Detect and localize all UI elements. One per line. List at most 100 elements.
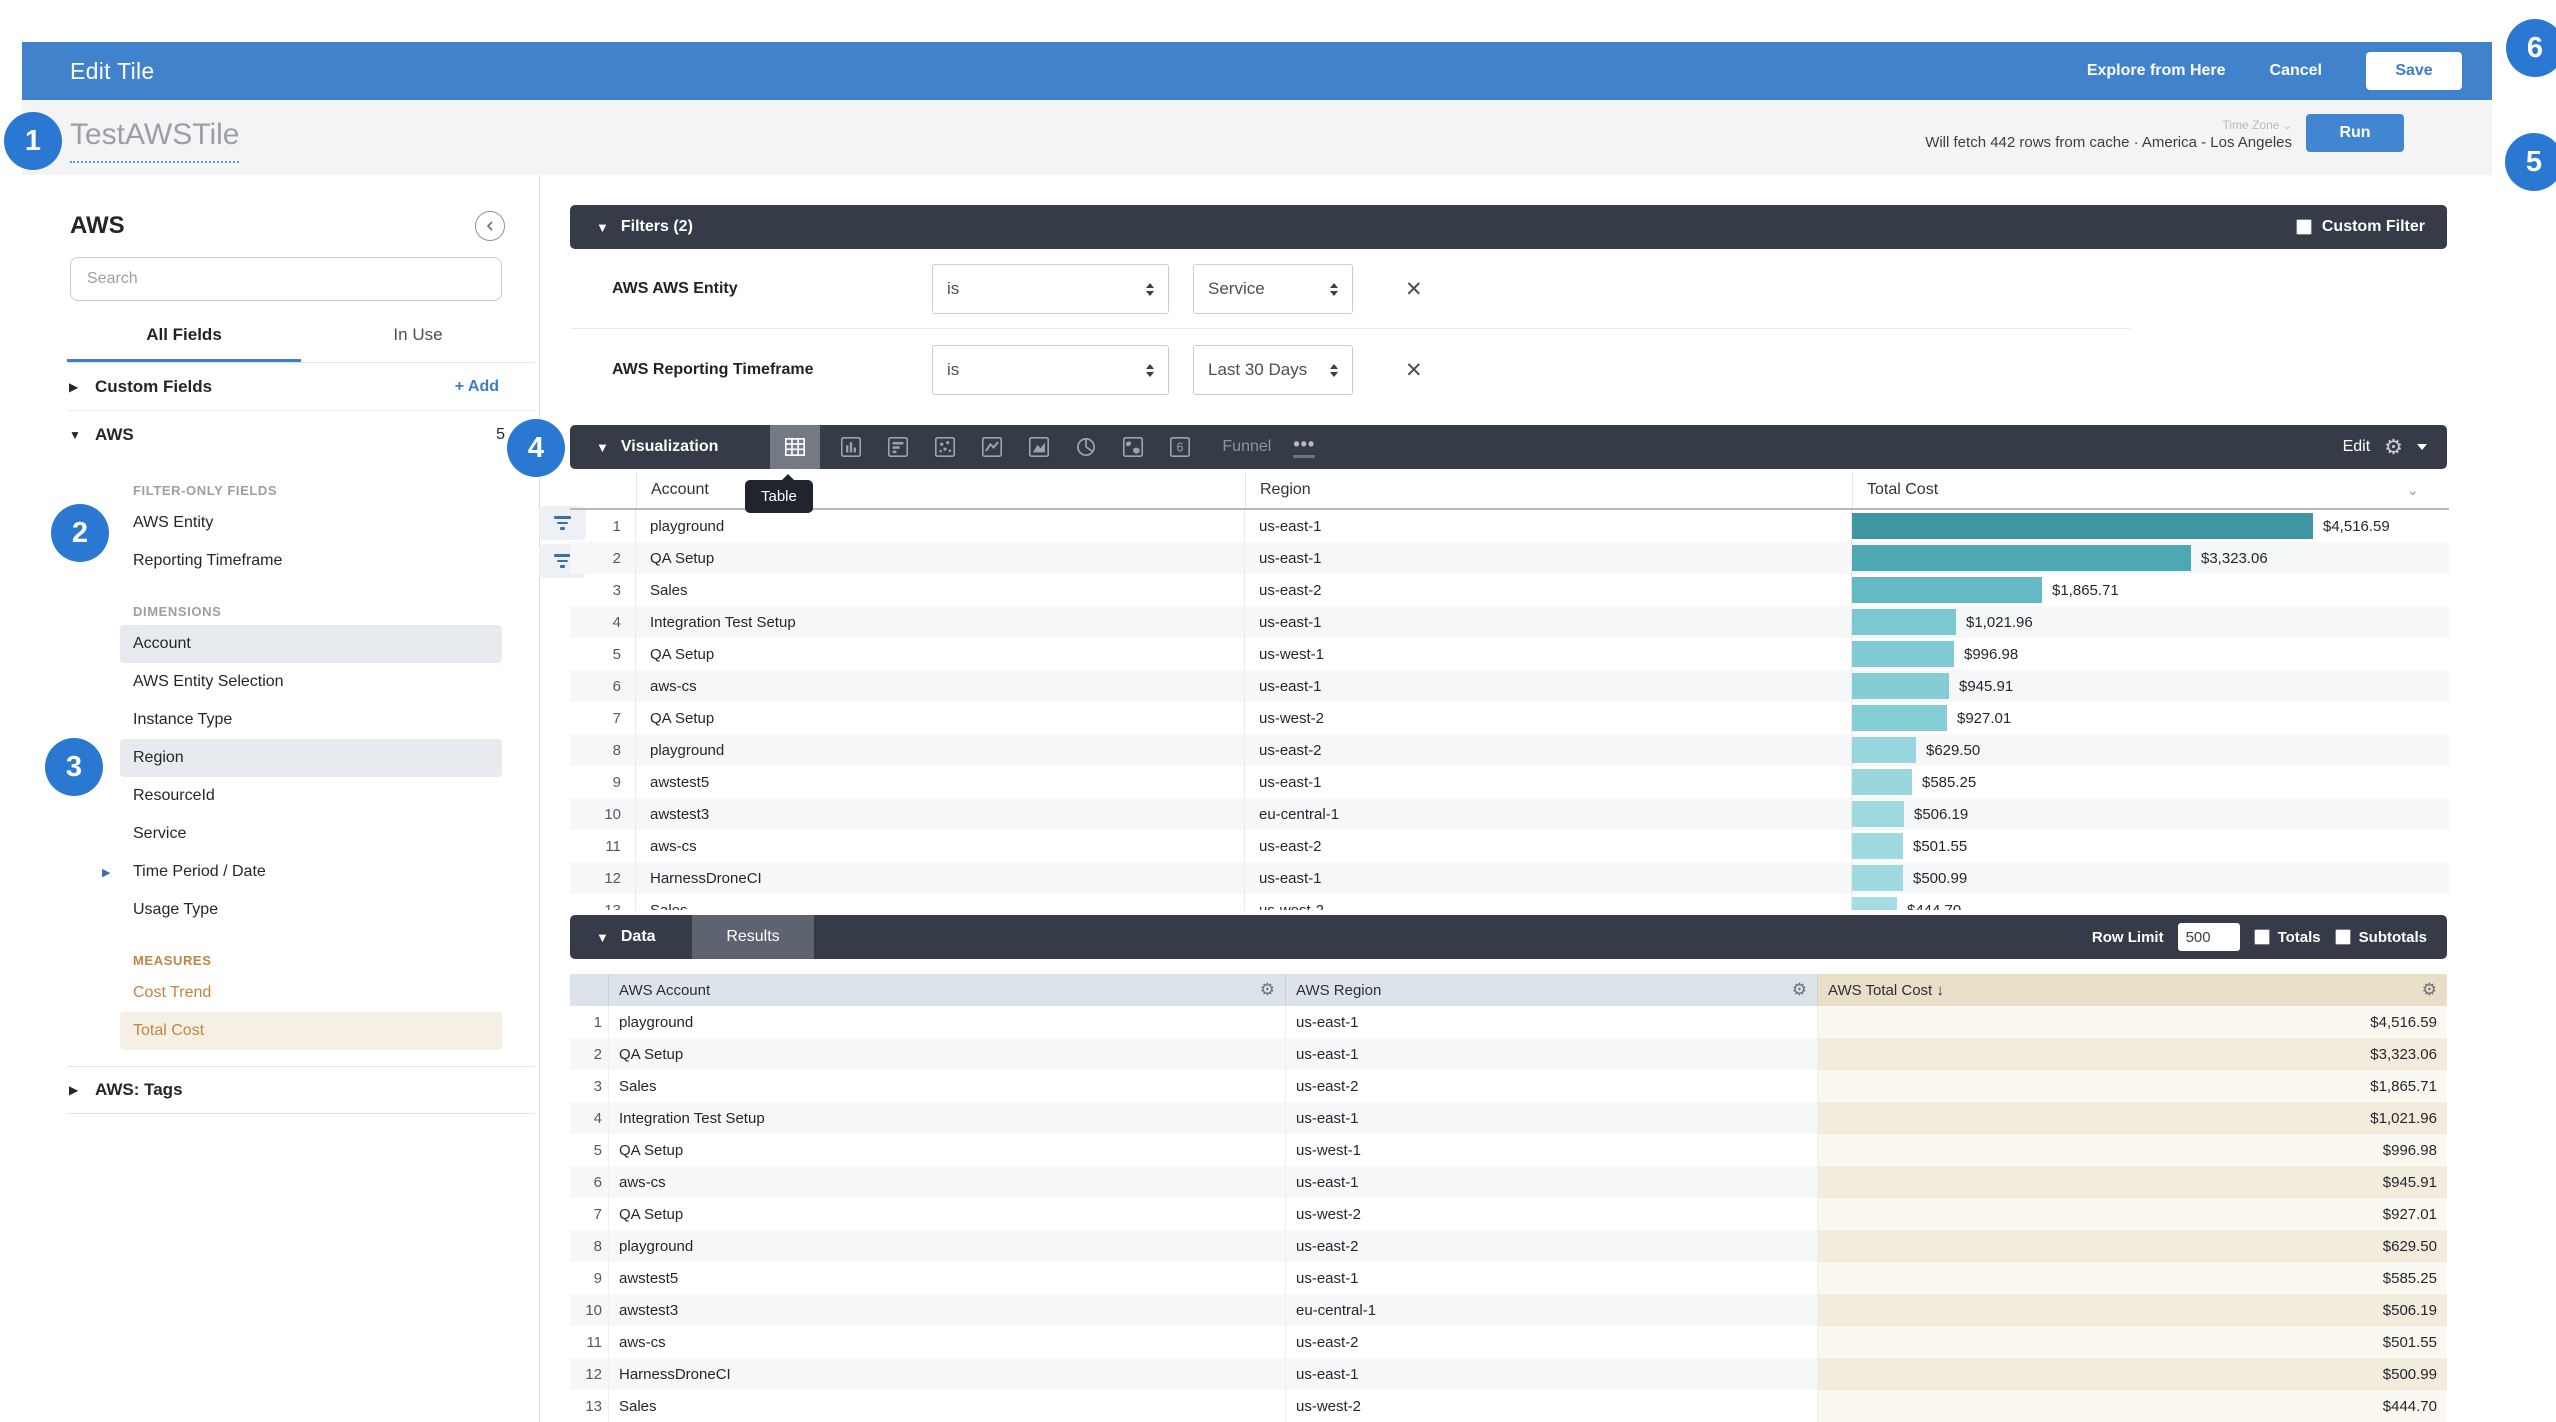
total-cost-cell[interactable]: $996.98 [1852,638,2449,670]
account-cell[interactable]: playground [636,734,1245,766]
viz-type-pie-icon[interactable] [1067,425,1104,469]
data-section-header[interactable]: ▼ Data Results Row Limit Totals Subtotal… [570,915,2447,959]
viz-type-area-icon[interactable] [1020,425,1057,469]
aws-total-cost-cell[interactable]: $585.25 [1817,1262,2447,1294]
total-cost-cell[interactable]: $945.91 [1852,670,2449,702]
aws-account-cell[interactable]: awstest5 [608,1262,1285,1294]
tab-results[interactable]: Results [692,915,814,959]
aws-tags-group[interactable]: ▶ AWS: Tags [69,1080,183,1099]
total-cost-cell[interactable]: $4,516.59 [1852,510,2449,542]
filters-section-header[interactable]: ▼ Filters (2) Custom Filter [570,205,2447,249]
tab-in-use[interactable]: In Use [393,325,443,344]
aws-total-cost-cell[interactable]: $506.19 [1817,1294,2447,1326]
aws-total-cost-cell[interactable]: $927.01 [1817,1198,2447,1230]
aws-region-cell[interactable]: us-east-1 [1285,1166,1817,1198]
aws-total-cost-cell[interactable]: $3,323.06 [1817,1038,2447,1070]
aws-region-cell[interactable]: us-east-2 [1285,1070,1817,1102]
filter-value-select[interactable]: Service [1193,264,1353,314]
total-cost-cell[interactable]: $927.01 [1852,702,2449,734]
region-cell[interactable]: us-east-1 [1245,766,1852,798]
aws-region-cell[interactable]: us-east-2 [1285,1230,1817,1262]
region-cell[interactable]: us-west-2 [1245,702,1852,734]
aws-account-cell[interactable]: QA Setup [608,1038,1285,1070]
totals-toggle[interactable]: Totals [2253,929,2321,946]
aws-total-cost-cell[interactable]: $4,516.59 [1817,1006,2447,1038]
sidebar-field-usage-type[interactable]: Usage Type [120,891,502,929]
sidebar-field-region[interactable]: Region [120,739,502,777]
aws-total-cost-cell[interactable]: $1,021.96 [1817,1102,2447,1134]
total-cost-cell[interactable]: $3,323.06 [1852,542,2449,574]
aws-region-cell[interactable]: us-east-2 [1285,1326,1817,1358]
collapse-sidebar-button[interactable] [475,211,505,241]
sidebar-field-account[interactable]: Account [120,625,502,663]
row-limit-input[interactable] [2177,923,2240,951]
total-cost-cell[interactable]: $1,865.71 [1852,574,2449,606]
tab-all-fields[interactable]: All Fields [67,325,301,362]
custom-fields-group[interactable]: ▶ Custom Fields + Add [67,363,535,411]
account-cell[interactable]: aws-cs [636,830,1245,862]
total-cost-cell[interactable]: $500.99 [1852,862,2449,894]
viz-type-table-icon[interactable] [770,425,821,469]
cancel-button[interactable]: Cancel [2269,62,2322,79]
sidebar-field-time-period-date[interactable]: ▶ Time Period / Date [102,853,502,891]
aws-region-cell[interactable]: us-west-1 [1285,1134,1817,1166]
sidebar-field-aws-entity-selection[interactable]: AWS Entity Selection [120,663,502,701]
aws-total-cost-cell[interactable]: $945.91 [1817,1166,2447,1198]
region-cell[interactable]: us-east-2 [1245,574,1852,606]
account-cell[interactable]: playground [636,510,1245,542]
more-viz-types-button[interactable]: ••• [1293,435,1316,458]
total-cost-cell[interactable]: $585.25 [1852,766,2449,798]
totals-checkbox[interactable] [2253,929,2270,945]
region-cell[interactable]: us-east-1 [1245,670,1852,702]
expand-icon[interactable]: ▶ [102,866,111,879]
region-cell[interactable]: us-east-2 [1245,830,1852,862]
explore-from-here-link[interactable]: Explore from Here [2086,62,2226,79]
account-cell[interactable]: HarnessDroneCI [636,862,1245,894]
sidebar-field-aws-entity[interactable]: AWS Entity [120,504,586,542]
region-cell[interactable]: us-east-1 [1245,862,1852,894]
aws-region-cell[interactable]: us-east-1 [1285,1262,1817,1294]
visualization-section-header[interactable]: ▼ Visualization 6 Funnel ••• Edit ⚙ [570,425,2447,469]
aws-group[interactable]: ▼ AWS 5 [69,425,505,444]
account-cell[interactable]: QA Setup [636,702,1245,734]
region-cell[interactable]: us-east-1 [1245,510,1852,542]
aws-total-cost-cell[interactable]: $444.70 [1817,1390,2447,1422]
account-cell[interactable]: QA Setup [636,542,1245,574]
run-button[interactable]: Run [2306,114,2404,152]
viz-type-funnel[interactable]: Funnel [1222,438,1272,455]
custom-filter-checkbox[interactable] [2295,219,2312,235]
chevron-down-icon[interactable]: ⌄ [2406,482,2419,499]
save-button[interactable]: Save [2366,52,2462,90]
subtotals-toggle[interactable]: Subtotals [2334,929,2427,946]
viz-type-bar-icon[interactable] [832,425,869,469]
custom-filter-toggle[interactable]: Custom Filter [2295,218,2425,236]
sidebar-field-instance-type[interactable]: Instance Type [120,701,502,739]
aws-region-cell[interactable]: us-west-2 [1285,1390,1817,1422]
aws-account-cell[interactable]: playground [608,1006,1285,1038]
total-cost-cell[interactable]: $501.55 [1852,830,2449,862]
aws-account-cell[interactable]: aws-cs [608,1166,1285,1198]
search-input[interactable] [70,257,502,301]
remove-filter-icon[interactable]: ✕ [1405,358,1423,382]
aws-account-cell[interactable]: QA Setup [608,1198,1285,1230]
sidebar-field-service[interactable]: Service [120,815,502,853]
col-header-aws-account[interactable]: AWS Account ⚙ [608,974,1285,1006]
aws-total-cost-cell[interactable]: $500.99 [1817,1358,2447,1390]
col-header-aws-total-cost[interactable]: AWS Total Cost ↓ ⚙ [1817,974,2447,1006]
aws-account-cell[interactable]: Integration Test Setup [608,1102,1285,1134]
viz-type-single-value-icon[interactable]: 6 [1161,425,1198,469]
aws-account-cell[interactable]: HarnessDroneCI [608,1358,1285,1390]
aws-account-cell[interactable]: QA Setup [608,1134,1285,1166]
viz-type-map-icon[interactable] [1114,425,1151,469]
gear-icon[interactable]: ⚙ [2384,435,2403,459]
region-cell[interactable]: us-east-1 [1245,606,1852,638]
subtotals-checkbox[interactable] [2334,929,2351,945]
aws-region-cell[interactable]: us-east-1 [1285,1038,1817,1070]
account-cell[interactable]: Integration Test Setup [636,606,1245,638]
gear-icon[interactable]: ⚙ [1259,980,1275,999]
add-custom-field-button[interactable]: + Add [454,377,499,395]
total-cost-cell[interactable]: $506.19 [1852,798,2449,830]
sidebar-field-reporting-timeframe[interactable]: Reporting Timeframe [120,542,586,580]
aws-account-cell[interactable]: Sales [608,1390,1285,1422]
total-cost-cell[interactable]: $1,021.96 [1852,606,2449,638]
